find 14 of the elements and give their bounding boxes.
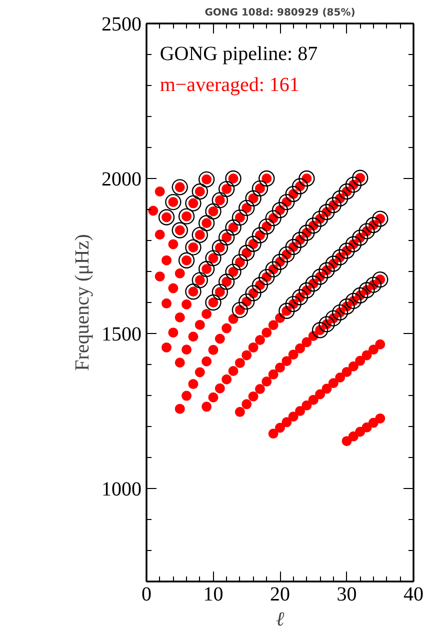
chart-title: GONG 108d: 980929 (85%) [204, 8, 356, 18]
x-tick-label: 10 [203, 584, 224, 606]
y-tick-label: 2000 [102, 168, 142, 190]
y-tick-label: 2500 [102, 14, 142, 36]
x-tick-label: 20 [270, 584, 290, 606]
y-axis-title: Frequency (μHz) [72, 234, 94, 371]
text: m−averaged: 161 [160, 74, 300, 96]
x-tick-label: 30 [336, 584, 357, 606]
y-tick-label: 1000 [102, 478, 142, 500]
x-tick-label: 0 [142, 584, 152, 606]
y-tick-label: 1500 [102, 324, 142, 346]
x-tick-label: 40 [404, 584, 424, 606]
legend-label: GONG pipeline: 87 [160, 43, 318, 66]
x-axis-title: ℓ [276, 608, 285, 630]
